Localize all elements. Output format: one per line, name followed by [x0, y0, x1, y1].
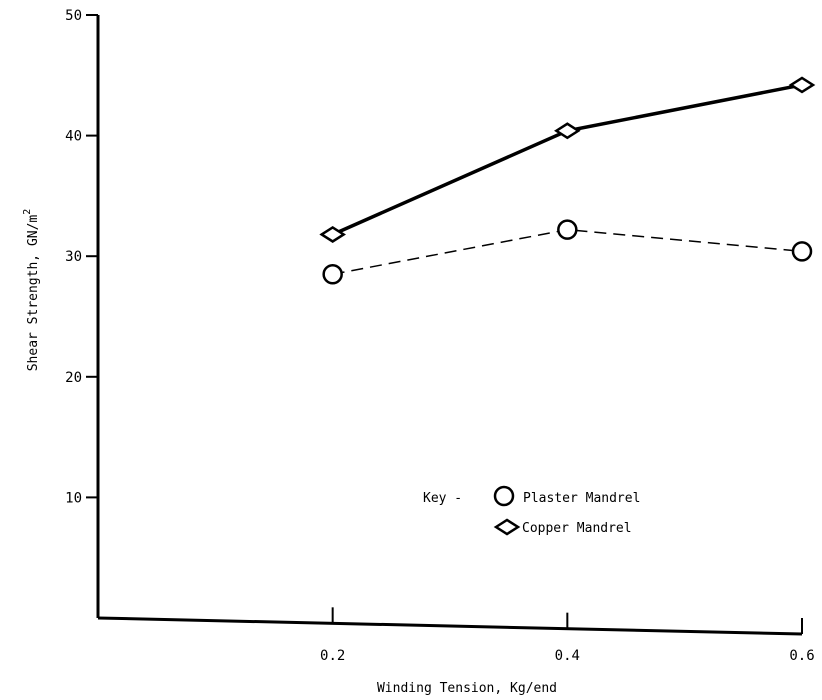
y-tick-label: 10 — [65, 490, 82, 506]
tick-group: 10 20 30 40 50 0.2 0.4 0.6 — [65, 8, 815, 664]
x-axis-label: Winding Tension, Kg/end — [377, 681, 557, 696]
legend-entry-plaster: Plaster Mandrel — [523, 491, 640, 506]
y-axis-label: Shear Strength, GN/m2 — [22, 209, 41, 372]
legend-diamond-marker — [493, 518, 521, 536]
series-markers — [319, 76, 816, 285]
legend-entry-copper: Copper Mandrel — [522, 521, 632, 536]
y-tick-label: 30 — [65, 249, 82, 265]
series-line-copper — [331, 83, 803, 237]
legend-circle-marker — [493, 485, 515, 507]
y-axis-label-text: Shear Strength, GN/m — [26, 215, 41, 372]
x-tick-label: 0.6 — [789, 648, 814, 664]
x-axis-line — [97, 616, 803, 636]
legend-prefix: Key - — [423, 491, 462, 506]
legend: Key - Plaster Mandrel Copper Mandrel — [423, 485, 640, 536]
y-axis-label-superscript: 2 — [22, 209, 33, 215]
series-lines — [331, 83, 803, 276]
data-point-plaster — [557, 219, 578, 240]
x-tick-label: 0.2 — [320, 648, 345, 664]
y-tick-label: 40 — [65, 129, 82, 145]
data-point-copper — [554, 122, 581, 140]
data-point-plaster — [791, 241, 813, 262]
data-point-copper — [788, 76, 816, 94]
y-tick-label: 50 — [65, 8, 82, 24]
data-point-plaster — [322, 264, 343, 285]
x-tick-label: 0.4 — [555, 648, 580, 664]
data-point-copper — [319, 226, 346, 243]
y-tick-label: 20 — [65, 370, 82, 386]
